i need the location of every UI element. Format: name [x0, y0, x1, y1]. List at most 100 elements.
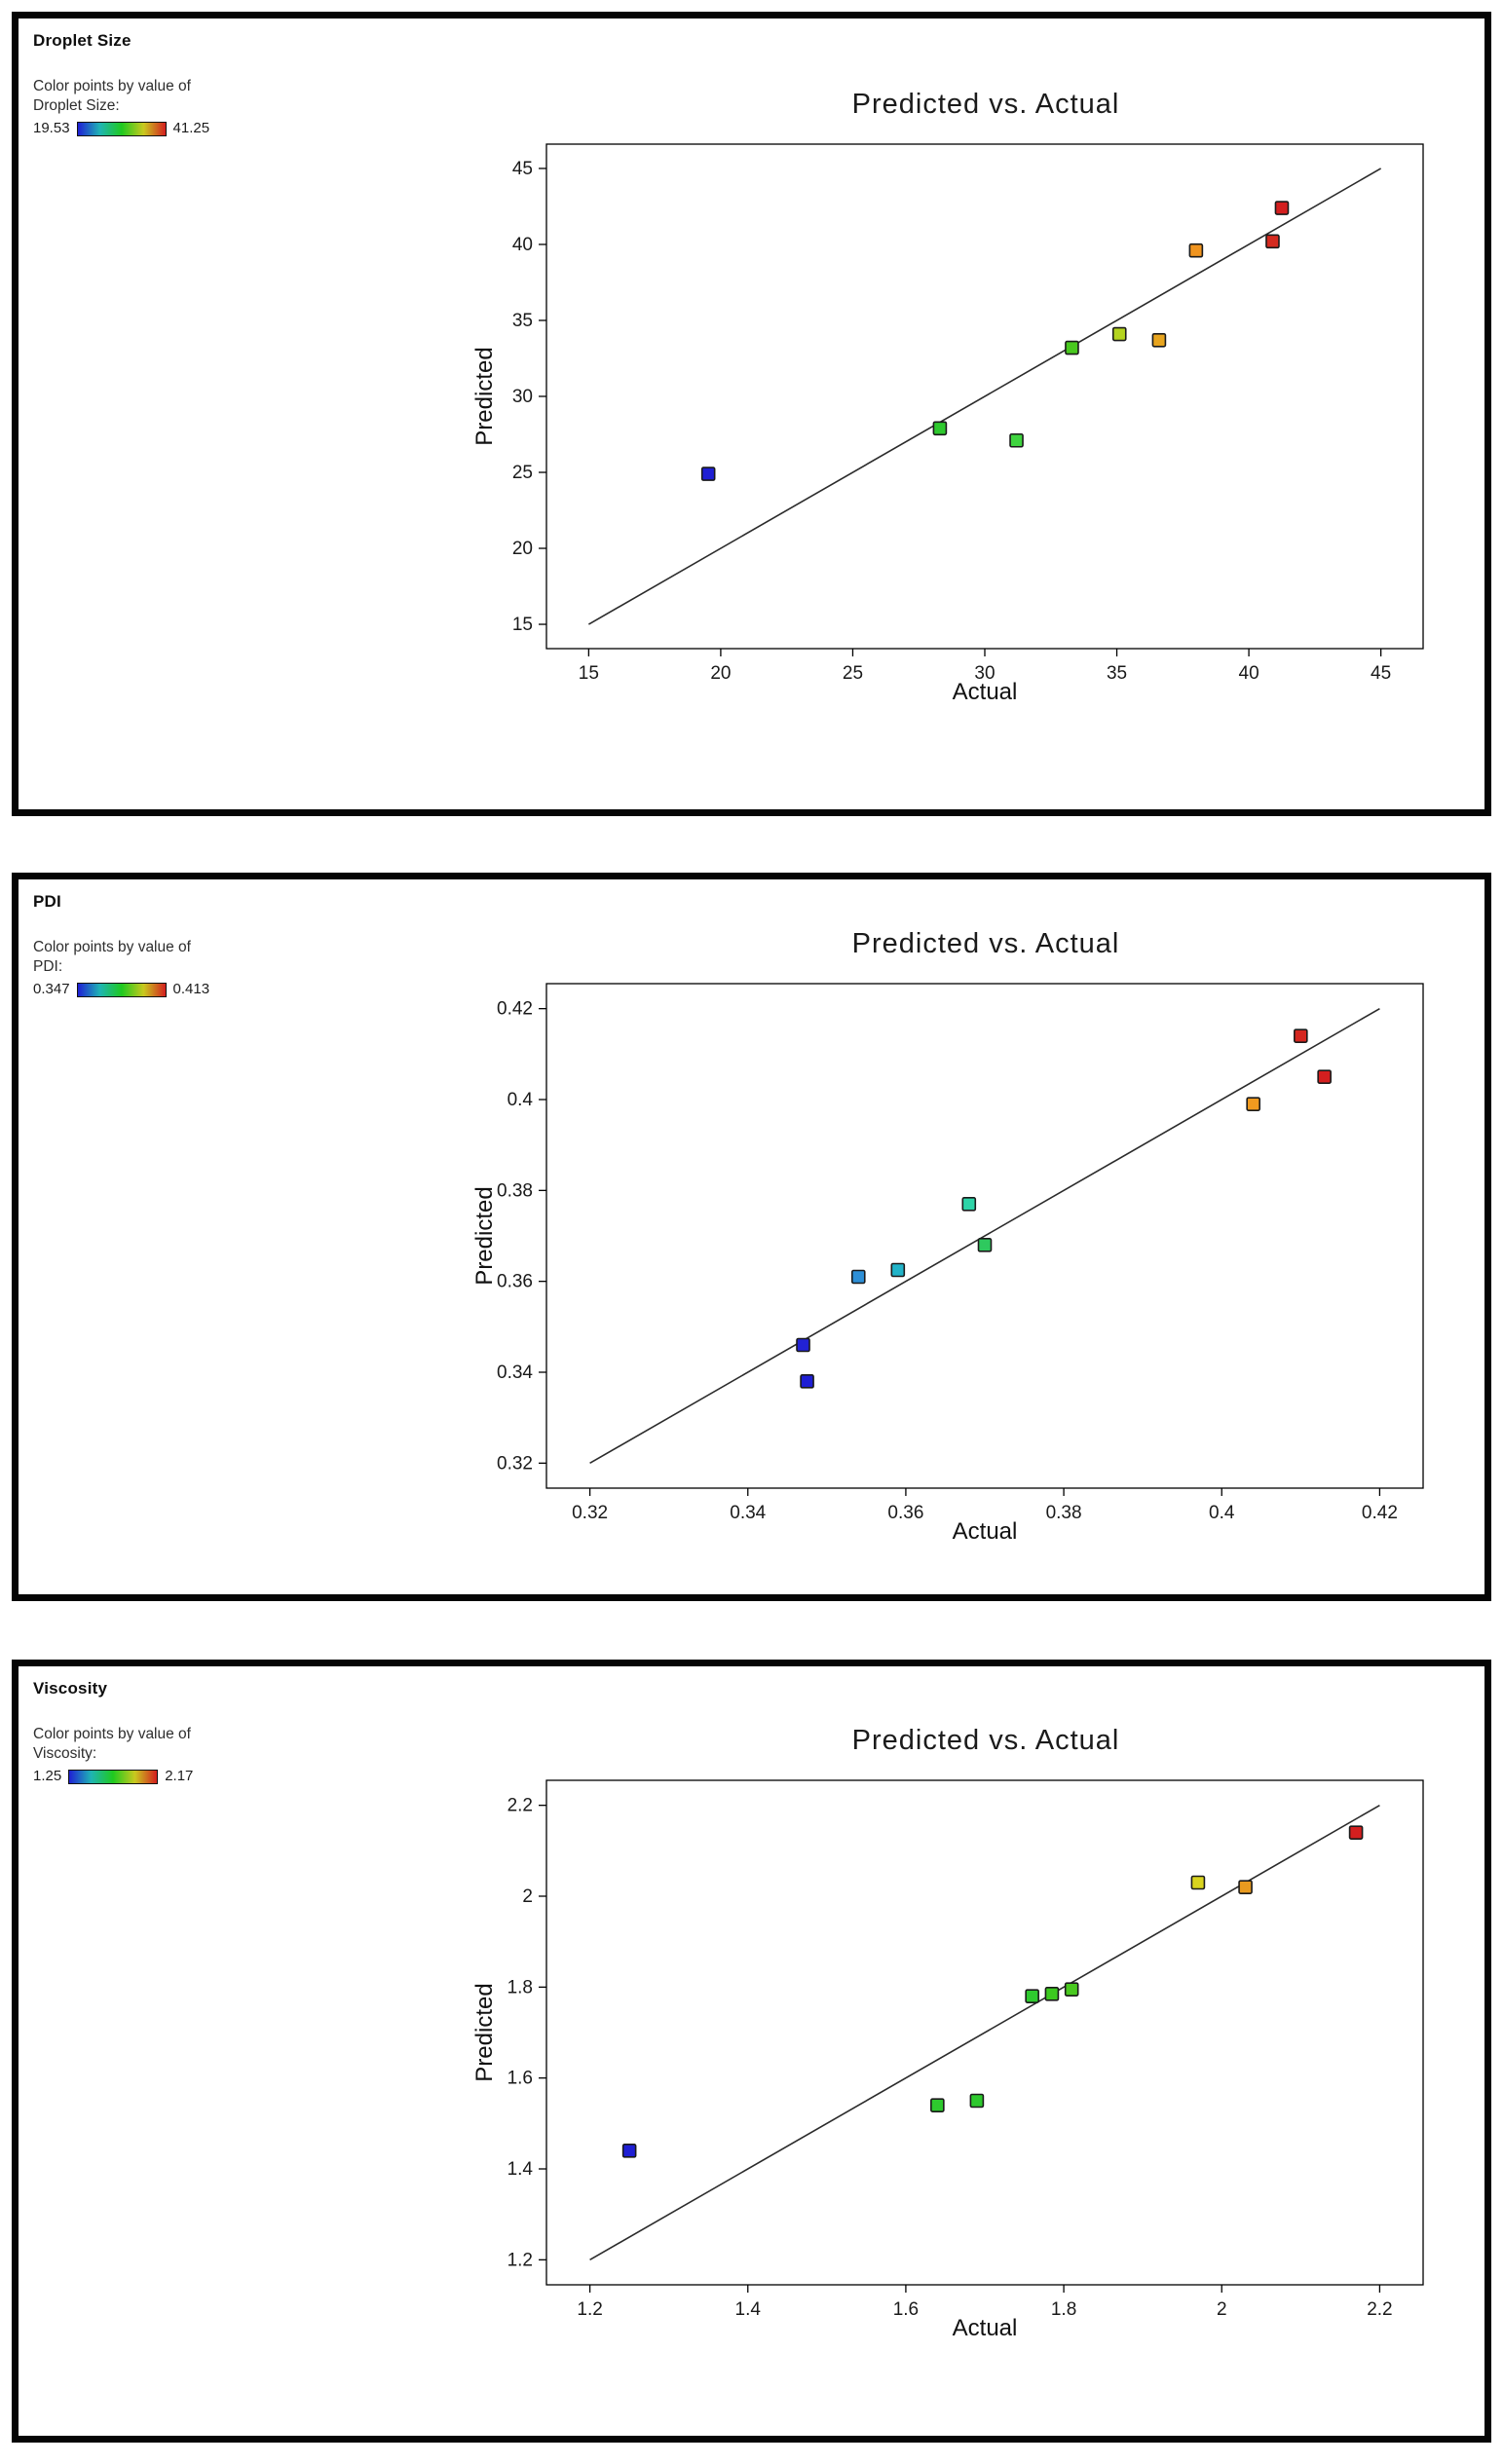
data-point — [1064, 1982, 1079, 1997]
data-point — [1188, 243, 1204, 258]
panel-title: Viscosity — [33, 1679, 108, 1698]
chart-block: Predicted vs. Actual 0.32 0.32 0.34 0.34 0.3… — [469, 928, 1452, 1552]
data-point — [1294, 1028, 1308, 1043]
x-tick-label: 0.42 — [1362, 1503, 1398, 1523]
panel-title: PDI — [33, 892, 61, 911]
y-tick-label: 25 — [512, 463, 533, 483]
data-point — [932, 421, 948, 436]
panel-title: Droplet Size — [33, 31, 132, 50]
data-point — [700, 467, 716, 481]
x-tick-label: 1.2 — [577, 2299, 602, 2320]
legend-gradient-row: 1.25 2.17 — [33, 1767, 193, 1786]
legend-caption-line1: Color points by value of — [33, 78, 191, 94]
y-tick-label: 0.4 — [507, 1090, 534, 1110]
data-point — [977, 1238, 993, 1252]
data-point — [1065, 340, 1079, 355]
x-tick-label: 2.2 — [1367, 2299, 1392, 2320]
pdi-panel: PDI Color points by value of PDI: 0.347 … — [12, 873, 1491, 1601]
data-point — [930, 2098, 945, 2112]
legend-max-value: 0.413 — [172, 981, 210, 998]
y-axis-label: Predicted — [471, 1983, 498, 2081]
predicted-vs-actual-scatter-plot: 0.32 0.32 0.34 0.34 0.36 0.36 0.38 0.38 0.4 0.4 0.… — [471, 983, 1424, 1545]
legend-caption-line2: PDI: — [33, 958, 63, 976]
data-point — [621, 2144, 637, 2158]
x-tick-label: 25 — [843, 663, 863, 684]
x-tick-label: 20 — [710, 663, 731, 684]
data-point — [1265, 234, 1280, 249]
data-point — [1190, 1875, 1206, 1890]
data-point — [1044, 1987, 1060, 2001]
data-point — [796, 1337, 810, 1353]
data-point — [1111, 326, 1127, 342]
chart-title: Predicted vs. Actual — [851, 89, 1120, 120]
color-legend: Color points by value of Viscosity: 1.25… — [33, 1725, 193, 1786]
x-tick-label: 0.4 — [1209, 1503, 1235, 1523]
color-legend: Color points by value of PDI: 0.347 0.41… — [33, 938, 209, 999]
legend-caption-line1: Color points by value of — [33, 939, 191, 955]
x-axis-label: Actual — [953, 2315, 1018, 2341]
x-axis-label: Actual — [953, 679, 1018, 705]
predicted-vs-actual-scatter-plot: 1.2 1.2 1.4 1.4 1.6 1.6 1.8 1.8 2 2 2.2 2.2 Actual Pr… — [471, 1779, 1424, 2341]
y-tick-label: 0.36 — [497, 1272, 533, 1292]
y-tick-label: 0.32 — [497, 1453, 533, 1474]
data-point — [1238, 1880, 1253, 1894]
y-tick-label: 20 — [512, 539, 533, 559]
data-point — [890, 1262, 906, 1278]
x-axis-label: Actual — [953, 1518, 1018, 1545]
chart-title: Predicted vs. Actual — [851, 928, 1120, 959]
y-tick-label: 1.8 — [507, 1977, 533, 1997]
legend-caption-line1: Color points by value of — [33, 1726, 191, 1742]
y-tick-label: 40 — [512, 235, 533, 255]
data-point — [1151, 332, 1167, 348]
y-tick-label: 0.42 — [497, 999, 533, 1020]
y-tick-label: 2 — [522, 1886, 533, 1907]
identity-line — [589, 1007, 1380, 1465]
data-point — [800, 1374, 814, 1389]
legend-max-value: 41.25 — [172, 120, 210, 137]
viscosity-panel: Viscosity Color points by value of Visco… — [12, 1660, 1491, 2443]
x-tick-label: 2 — [1217, 2299, 1227, 2320]
color-legend: Color points by value of Droplet Size: 1… — [33, 77, 209, 138]
legend-min-value: 1.25 — [33, 1768, 62, 1785]
y-tick-label: 1.2 — [507, 2250, 533, 2270]
data-point — [1348, 1825, 1364, 1840]
data-point — [961, 1197, 977, 1212]
chart-block: Predicted vs. Actual 1.2 1.2 1.4 1.4 1.6 1.6 1… — [469, 1725, 1452, 2349]
identity-line — [587, 168, 1382, 625]
color-gradient-bar — [76, 121, 167, 136]
y-axis-label: Predicted — [471, 347, 498, 445]
y-tick-label: 1.6 — [507, 2069, 533, 2089]
y-tick-label: 35 — [512, 311, 533, 331]
chart-block: Predicted vs. Actual 15 15 20 20 25 25 30 30 35 3… — [469, 89, 1452, 713]
chart-title: Predicted vs. Actual — [851, 1725, 1120, 1756]
data-point — [850, 1269, 866, 1285]
data-point — [1274, 201, 1290, 215]
legend-gradient-row: 19.53 41.25 — [33, 119, 209, 138]
y-axis-label: Predicted — [471, 1186, 498, 1285]
legend-caption-line2: Droplet Size: — [33, 97, 120, 115]
y-tick-label: 2.2 — [507, 1796, 533, 1816]
x-tick-label: 0.34 — [730, 1503, 766, 1523]
predicted-vs-actual-scatter-plot: 15 15 20 20 25 25 30 30 35 35 40 40 45 45 Actual Predic… — [471, 143, 1424, 705]
y-tick-label: 30 — [512, 387, 533, 407]
y-tick-label: 15 — [512, 615, 533, 635]
x-tick-label: 0.38 — [1046, 1503, 1082, 1523]
data-point — [1025, 1989, 1039, 2003]
data-point — [1246, 1097, 1260, 1111]
y-tick-label: 0.38 — [497, 1180, 533, 1201]
x-tick-label: 35 — [1107, 663, 1127, 684]
y-tick-label: 0.34 — [497, 1363, 533, 1383]
legend-min-value: 19.53 — [33, 120, 70, 137]
legend-caption-line2: Viscosity: — [33, 1745, 97, 1763]
x-tick-label: 30 — [974, 663, 995, 684]
x-tick-label: 1.8 — [1051, 2299, 1076, 2320]
x-tick-label: 1.4 — [735, 2299, 762, 2320]
droplet-size-panel: Droplet Size Color points by value of Dr… — [12, 12, 1491, 816]
x-tick-label: 0.32 — [572, 1503, 608, 1523]
x-tick-label: 45 — [1371, 663, 1391, 684]
x-tick-label: 15 — [579, 663, 599, 684]
x-tick-label: 1.6 — [893, 2299, 919, 2320]
data-point — [969, 2093, 985, 2109]
data-point — [1009, 432, 1024, 448]
data-point — [1317, 1069, 1332, 1084]
